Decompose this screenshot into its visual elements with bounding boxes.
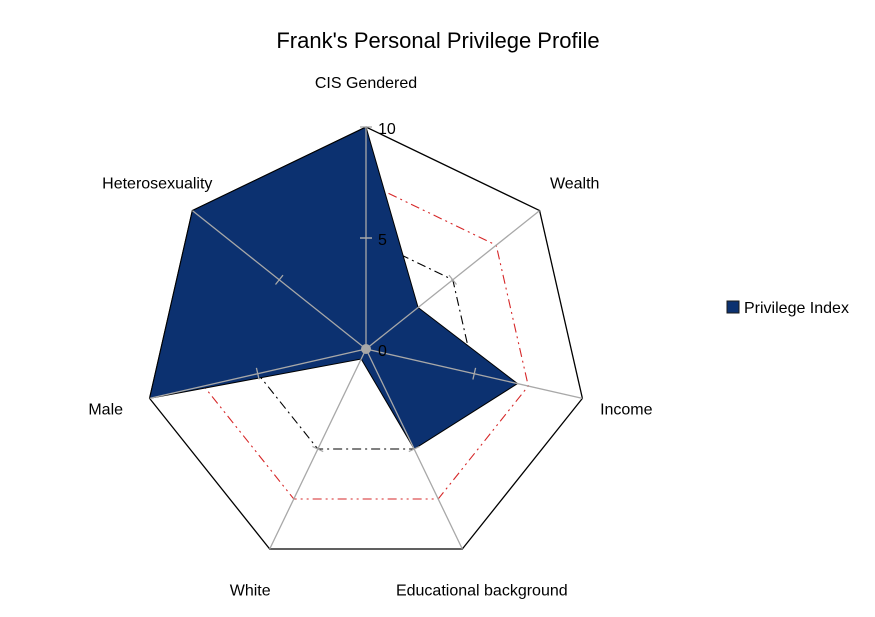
series-polygon-0 (148, 126, 519, 450)
series-layer (148, 126, 519, 450)
legend: Privilege Index (726, 300, 849, 317)
radial-tick-label-2: 10 (378, 121, 396, 138)
reference-line-0 (257, 237, 475, 450)
category-label-2: Income (600, 401, 653, 418)
category-label-5: Male (88, 401, 123, 418)
axis-labels: CIS Gendered Wealth Income Educational back… (88, 75, 652, 600)
category-label-3: Educational background (396, 583, 568, 600)
category-label-1: Wealth (550, 176, 600, 193)
spoke-tick-4 (312, 445, 324, 453)
category-label-4: White (230, 583, 271, 600)
radial-tick-label-1: 5 (378, 232, 387, 249)
spoke-tick-5 (255, 367, 260, 380)
reference-lines (203, 181, 529, 500)
spoke-tick-3 (408, 445, 420, 453)
chart-title: Frank's Personal Privilege Profile (276, 28, 599, 53)
spoke-tick-6 (274, 274, 284, 285)
radial-tick-label-0: 0 (378, 343, 387, 360)
legend-label: Privilege Index (744, 300, 849, 317)
reference-line-1 (203, 181, 529, 500)
category-label-6: Heterosexuality (102, 176, 212, 193)
radial-ticks: 0 5 10 (360, 121, 396, 360)
spoke-tick-1 (448, 274, 458, 285)
spoke-tick-2 (472, 367, 477, 380)
legend-swatch (726, 300, 740, 314)
center-marker (361, 344, 371, 354)
category-label-0: CIS Gendered (315, 75, 417, 92)
